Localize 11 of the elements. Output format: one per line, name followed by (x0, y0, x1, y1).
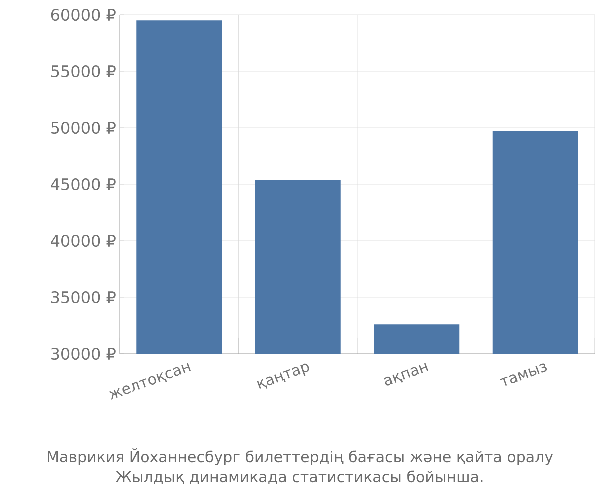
text: Маврикия Йоханнесбург билеттердің бағасы және қайта оралу (48, 448, 554, 466)
text: Жылдық динамикада статистикасы бойынша. (116, 470, 483, 484)
y-tick-label: 55000 ₽ (52, 65, 116, 78)
x-tick-label: тамыз (500, 364, 548, 386)
y-tick-label: 50000 ₽ (52, 122, 116, 134)
y-tick-label: 45000 ₽ (51, 178, 116, 191)
y-tick-label: 40000 ₽ (51, 234, 116, 248)
y-tick-label: 60000 ₽ (51, 8, 116, 22)
x-tick-label: ақпан (384, 363, 428, 386)
y-tick-label: 30000 ₽ (52, 348, 116, 360)
y-tick-label: 35000 ₽ (52, 291, 116, 304)
